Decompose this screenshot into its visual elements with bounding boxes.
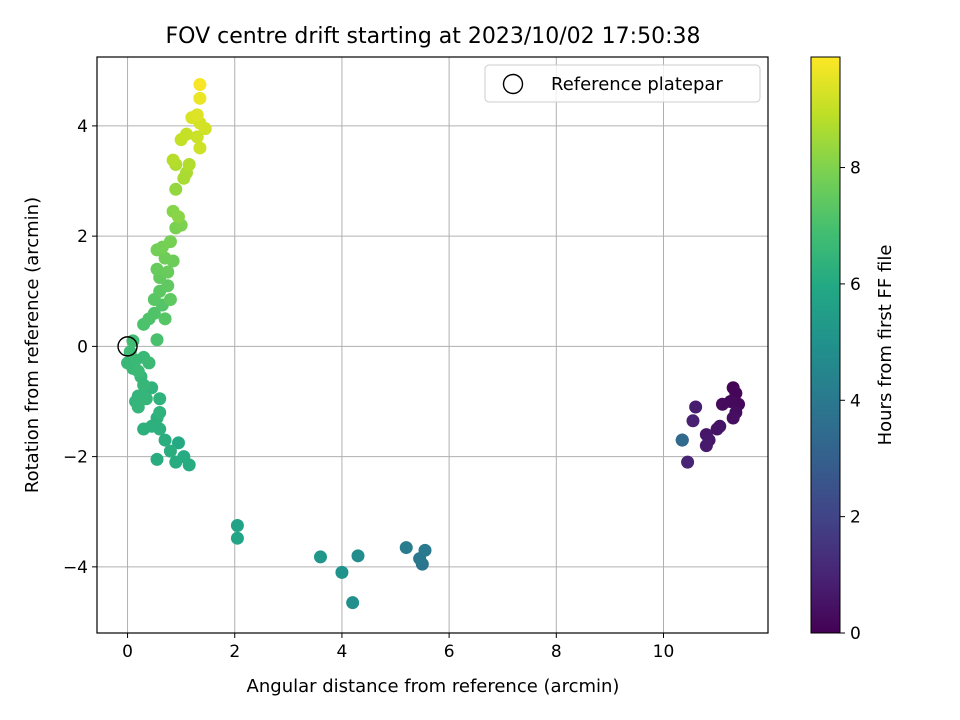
x-axis-label: Angular distance from reference (arcmin) bbox=[247, 676, 620, 697]
data-point bbox=[139, 392, 153, 406]
colorbar-ticks: 0 2 4 6 8 bbox=[840, 159, 861, 644]
y-tick-label: −2 bbox=[63, 448, 88, 468]
data-point bbox=[150, 262, 164, 276]
data-point bbox=[169, 455, 183, 469]
y-axis-ticks: −4 −2 0 2 4 bbox=[63, 117, 97, 578]
x-tick-label: 10 bbox=[653, 642, 675, 662]
colorbar-tick-label: 0 bbox=[850, 624, 861, 644]
data-point bbox=[681, 455, 695, 469]
data-point bbox=[346, 596, 360, 610]
data-point bbox=[171, 210, 185, 224]
colorbar-gradient bbox=[810, 56, 841, 634]
x-tick-label: 4 bbox=[337, 642, 348, 662]
legend-label: Reference platepar bbox=[551, 74, 723, 95]
data-point bbox=[230, 531, 244, 545]
data-point bbox=[399, 541, 413, 555]
data-point bbox=[131, 364, 145, 378]
data-point bbox=[131, 400, 145, 414]
y-tick-label: 2 bbox=[77, 227, 88, 247]
legend-box bbox=[484, 64, 761, 103]
data-point bbox=[123, 345, 137, 359]
y-axis-label: Rotation from reference (arcmin) bbox=[22, 197, 43, 493]
x-tick-label: 6 bbox=[444, 642, 455, 662]
data-point bbox=[158, 433, 172, 447]
reference-platepar-marker bbox=[117, 336, 138, 357]
data-point bbox=[150, 452, 164, 466]
data-point bbox=[153, 392, 167, 406]
data-point bbox=[163, 235, 177, 249]
plot-frame bbox=[96, 56, 769, 634]
data-point bbox=[351, 549, 365, 563]
colorbar-tick-label: 6 bbox=[850, 275, 861, 295]
data-points bbox=[121, 78, 746, 610]
y-tick-label: −4 bbox=[63, 558, 88, 578]
legend-marker bbox=[502, 73, 524, 95]
colorbar-tick-label: 8 bbox=[850, 159, 861, 179]
data-point bbox=[313, 550, 327, 564]
data-point bbox=[699, 439, 713, 453]
x-axis-ticks: 0 2 4 6 8 10 bbox=[122, 633, 674, 662]
data-point bbox=[163, 293, 177, 307]
legend: Reference platepar bbox=[484, 64, 761, 103]
colorbar-tick-label: 2 bbox=[850, 508, 861, 528]
data-point bbox=[190, 130, 204, 144]
data-point bbox=[689, 400, 703, 414]
data-point bbox=[161, 265, 175, 279]
data-point bbox=[180, 127, 194, 141]
colorbar-label: Hours from first FF file bbox=[875, 245, 896, 446]
data-point bbox=[182, 157, 196, 171]
data-point bbox=[158, 312, 172, 326]
data-point bbox=[193, 91, 207, 105]
data-point bbox=[161, 279, 175, 293]
x-tick-label: 0 bbox=[122, 642, 133, 662]
data-point bbox=[153, 406, 167, 420]
data-point bbox=[137, 422, 151, 436]
colorbar-tick-label: 4 bbox=[850, 391, 861, 411]
data-point bbox=[193, 141, 207, 155]
data-point bbox=[230, 519, 244, 533]
data-point bbox=[169, 182, 183, 196]
data-point bbox=[190, 108, 204, 122]
data-point bbox=[158, 251, 172, 265]
data-point bbox=[335, 565, 349, 579]
data-point bbox=[726, 411, 740, 425]
data-point bbox=[418, 543, 432, 557]
chart-title: FOV centre drift starting at 2023/10/02 … bbox=[166, 24, 701, 49]
data-point bbox=[166, 153, 180, 167]
data-point bbox=[715, 397, 729, 411]
x-tick-label: 2 bbox=[229, 642, 240, 662]
data-point bbox=[171, 436, 185, 450]
x-tick-label: 8 bbox=[551, 642, 562, 662]
colorbar: 0 2 4 6 8 Hours from first FF file bbox=[810, 56, 896, 644]
data-point bbox=[163, 444, 177, 458]
data-point bbox=[142, 356, 156, 370]
data-point bbox=[713, 419, 727, 433]
data-point bbox=[147, 306, 161, 320]
data-point bbox=[150, 333, 164, 347]
data-point bbox=[193, 78, 207, 92]
y-tick-label: 0 bbox=[77, 337, 88, 357]
data-point bbox=[686, 414, 700, 428]
y-tick-label: 4 bbox=[77, 117, 88, 137]
data-point bbox=[675, 433, 689, 447]
data-point bbox=[182, 458, 196, 472]
